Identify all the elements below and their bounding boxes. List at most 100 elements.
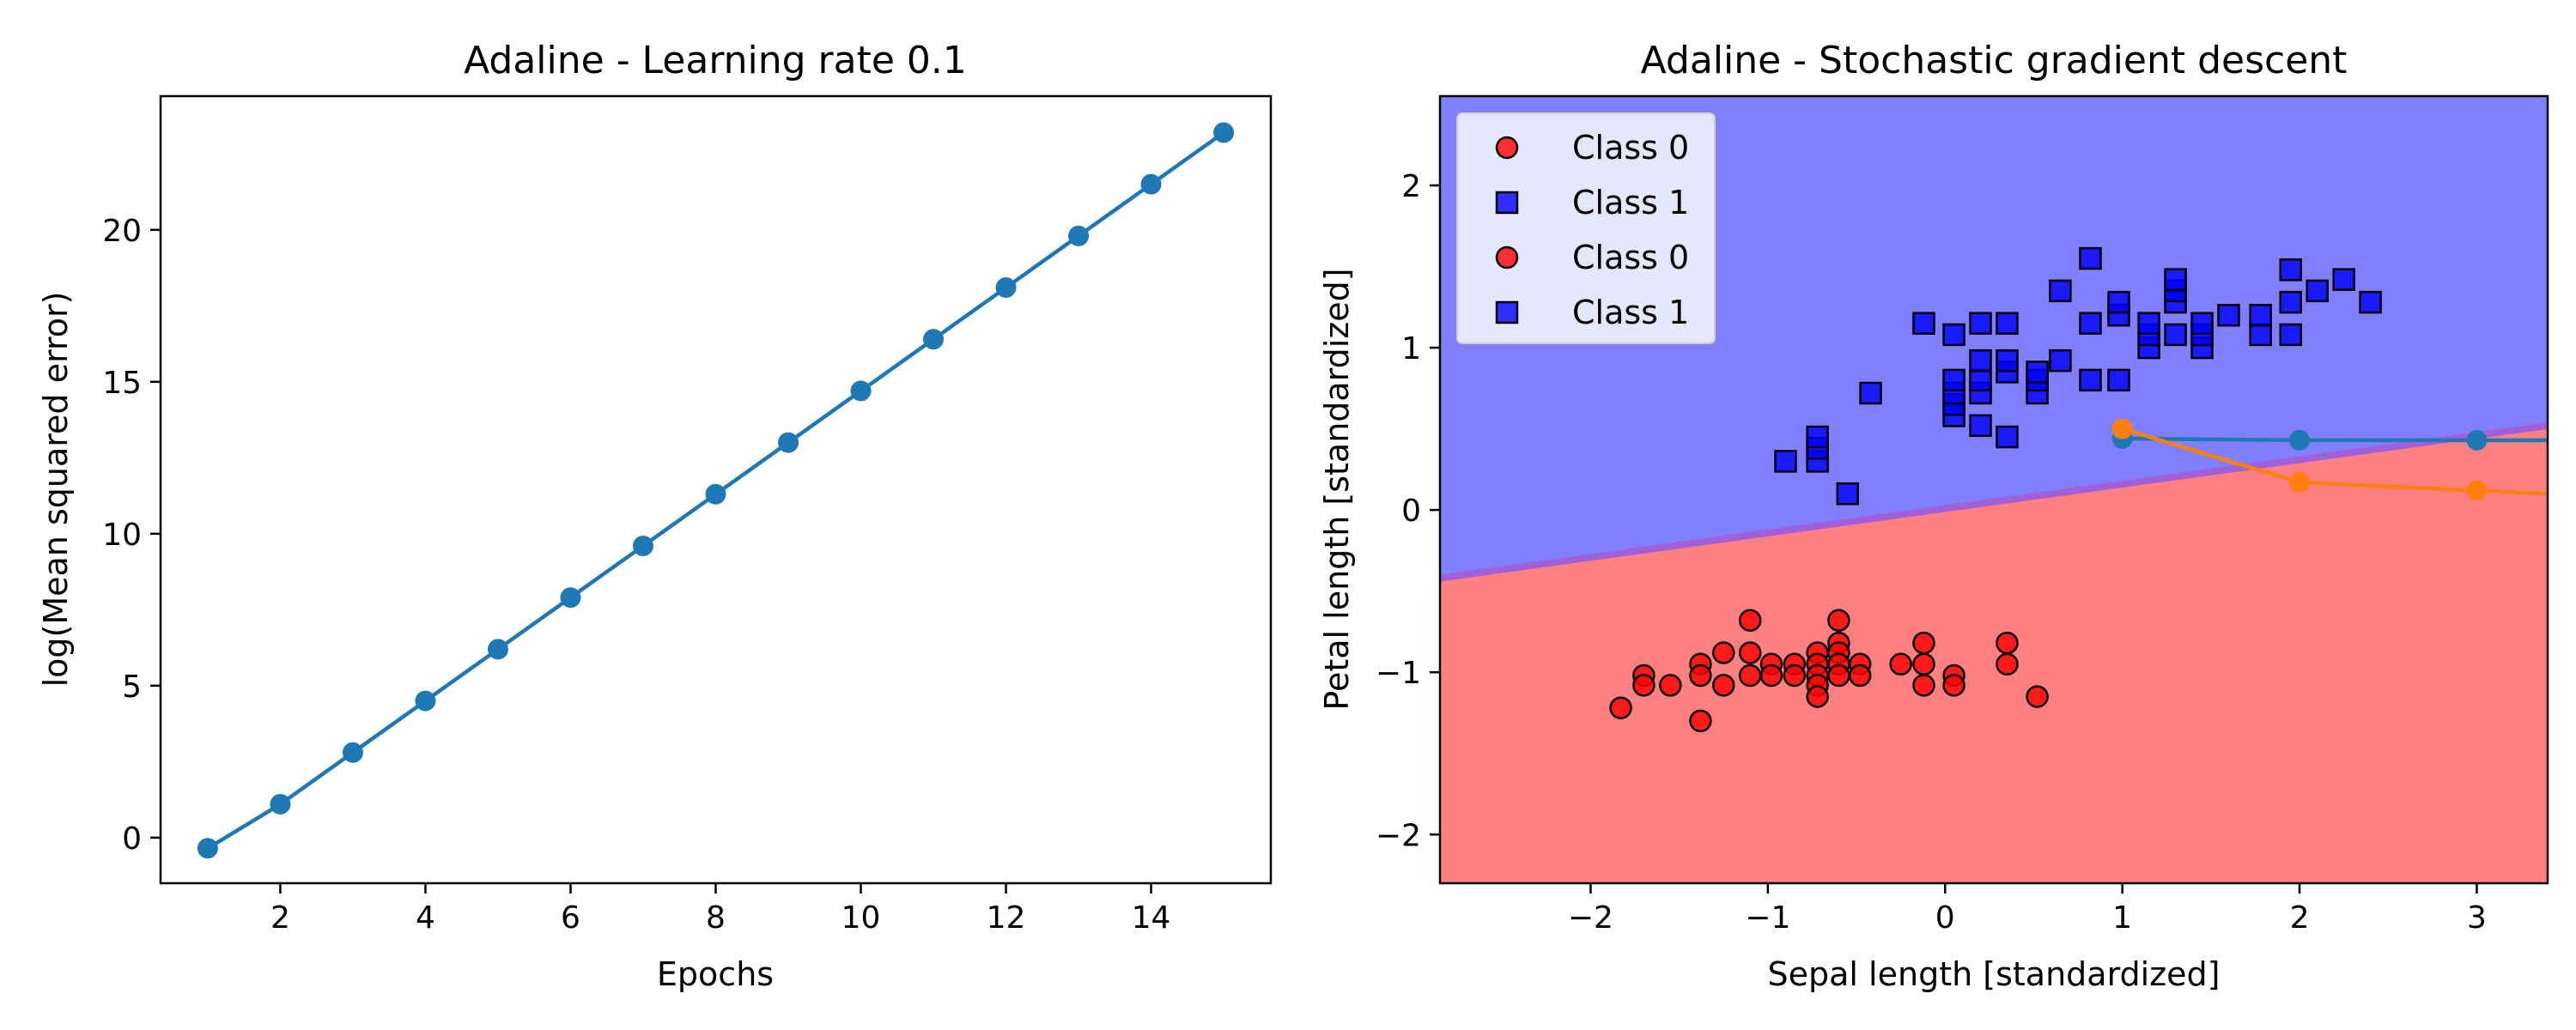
right-x-axis-label: Sepal length [standardized] xyxy=(1768,955,2221,993)
class-1-point xyxy=(2249,323,2272,347)
legend-label: Class 1 xyxy=(1572,184,1689,221)
class-0-point xyxy=(1759,663,1783,688)
class-0-point xyxy=(1912,631,1935,655)
left-y-axis-label: log(Mean squared error) xyxy=(37,292,75,688)
right-y-tick-label: 1 xyxy=(1401,331,1421,367)
data-point xyxy=(487,639,508,660)
class-0-point xyxy=(1738,641,1762,664)
class-1-point xyxy=(1912,312,1935,335)
class-0-point xyxy=(1711,641,1735,664)
data-point xyxy=(850,380,872,402)
class-0-point xyxy=(1738,663,1762,688)
class-0-point xyxy=(1889,652,1912,676)
data-point xyxy=(560,587,581,609)
class-1-point xyxy=(2026,360,2049,384)
left-x-tick-label: 10 xyxy=(841,900,881,936)
right-y-tick-label: 2 xyxy=(1401,169,1421,204)
legend-marker xyxy=(1495,245,1519,270)
data-point xyxy=(632,536,653,556)
legend-marker xyxy=(1495,300,1519,324)
class-0-point xyxy=(1783,663,1807,688)
decision-boundary xyxy=(1440,421,2548,582)
right-x-tick-label: 3 xyxy=(2467,900,2487,936)
trajectory-point xyxy=(2289,471,2311,493)
left-y-tick-label: 15 xyxy=(102,366,142,401)
class-0-point xyxy=(1711,674,1735,697)
class-1-point xyxy=(2164,268,2187,291)
legend: Class 0 Class 1 Class 0 Class 1 xyxy=(1456,112,1716,344)
right-y-tick-label: 0 xyxy=(1401,494,1421,529)
left-x-tick-label: 12 xyxy=(987,900,1026,936)
left-x-tick-label: 8 xyxy=(706,900,726,936)
class-1-point xyxy=(1774,450,1797,473)
left-y-tick-label: 5 xyxy=(122,670,142,705)
class-1-point xyxy=(2164,323,2187,347)
class-1-point xyxy=(2249,303,2272,327)
class-1-point xyxy=(2107,290,2130,314)
right-x-tick-label: −1 xyxy=(1745,900,1790,936)
right-x-tick-label: 2 xyxy=(2290,900,2310,936)
legend-label: Class 0 xyxy=(1572,239,1689,276)
right-y-tick-label: −1 xyxy=(1376,656,1421,691)
class-1-point xyxy=(2279,323,2302,347)
data-point xyxy=(197,838,218,859)
data-point xyxy=(1140,173,1162,195)
legend-marker xyxy=(1495,136,1519,160)
class-1-point xyxy=(1996,425,2019,449)
class-1-point xyxy=(2190,312,2214,335)
class-1-point xyxy=(2079,312,2102,335)
class-0-point xyxy=(1659,674,1682,697)
data-point xyxy=(342,742,363,763)
class-0-point xyxy=(1632,674,1656,697)
class-1-point xyxy=(1969,312,1992,335)
class-1-point xyxy=(1996,348,2019,373)
region-class-1 xyxy=(1440,96,2548,579)
right-y-tick-label: −2 xyxy=(1376,818,1421,853)
data-point xyxy=(995,277,1017,299)
data-point xyxy=(270,793,291,815)
class-0-point xyxy=(1806,685,1829,708)
data-point xyxy=(415,690,436,712)
right-y-ticks: −2 −1 0 1 2 xyxy=(1376,169,1440,853)
class-0-point xyxy=(1996,652,2019,676)
data-point xyxy=(1068,225,1090,246)
class-1-point xyxy=(2049,279,2072,303)
trajectory-point xyxy=(2289,429,2311,451)
legend-marker xyxy=(1495,191,1519,215)
class-0-point xyxy=(1689,709,1712,733)
left-x-ticks: 2 4 6 8 10 12 14 xyxy=(270,883,1170,936)
class-1-point xyxy=(2137,312,2160,335)
class-0-point xyxy=(1738,609,1762,632)
right-chart-title: Adaline - Stochastic gradient descent xyxy=(1641,39,2348,82)
class-0-point xyxy=(1609,696,1632,720)
left-y-tick-label: 0 xyxy=(122,821,142,857)
class-1-point xyxy=(1969,414,1992,438)
trajectory-point xyxy=(2111,418,2133,439)
class-0-point xyxy=(1912,652,1935,676)
class-1-point xyxy=(2079,246,2102,270)
data-point xyxy=(1213,122,1235,143)
data-point xyxy=(705,483,726,505)
class-0-point xyxy=(1848,663,1872,688)
class-1-point xyxy=(2217,303,2240,327)
class-1-point xyxy=(1859,381,1882,405)
legend-box xyxy=(1456,112,1716,344)
right-x-tick-label: −2 xyxy=(1568,900,1613,936)
right-x-tick-label: 1 xyxy=(2112,900,2132,936)
left-x-tick-label: 2 xyxy=(270,900,290,936)
right-plot-area xyxy=(1609,246,2548,733)
class-0-point xyxy=(2026,685,2049,708)
class-1-point xyxy=(2306,279,2329,303)
trajectory-point xyxy=(2466,429,2488,451)
left-plot-area xyxy=(197,122,1235,859)
left-y-tick-label: 10 xyxy=(102,518,142,553)
class-1-point xyxy=(2079,368,2102,392)
class-1-point xyxy=(2279,258,2302,282)
class-1-point xyxy=(1836,482,1859,506)
class-0-point xyxy=(1689,663,1712,688)
left-y-ticks: 0 5 10 15 20 xyxy=(102,214,161,857)
left-x-axis-label: Epochs xyxy=(657,955,774,993)
right-x-tick-label: 0 xyxy=(1935,900,1955,936)
class-1-point xyxy=(2107,368,2130,392)
